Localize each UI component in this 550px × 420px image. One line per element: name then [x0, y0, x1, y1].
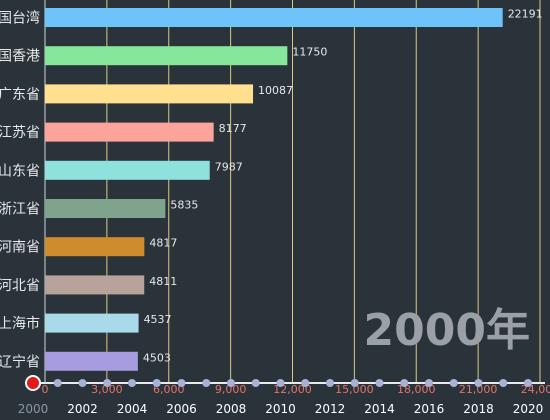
bar — [45, 122, 214, 142]
timeline-dot[interactable] — [276, 379, 285, 387]
value-label: 4811 — [149, 275, 177, 288]
bar — [45, 46, 288, 66]
timeline-year-label[interactable]: 2016 — [414, 402, 445, 416]
x-tick-label: 0 — [42, 383, 49, 396]
value-label: 10087 — [258, 84, 293, 97]
timeline-year-label[interactable]: 2010 — [265, 402, 296, 416]
bar — [45, 351, 138, 371]
category-label: 河南省 — [0, 240, 40, 256]
bar — [45, 237, 145, 257]
timeline-dot[interactable] — [251, 379, 260, 387]
timeline-dot[interactable] — [474, 379, 483, 387]
category-label: 河北省 — [0, 278, 40, 294]
timeline-dot[interactable] — [375, 379, 384, 387]
value-label: 7987 — [215, 160, 243, 173]
value-label: 11750 — [292, 46, 327, 59]
category-label: 国香港 — [0, 49, 40, 65]
x-tick-label: 18,000 — [397, 383, 436, 396]
bar — [45, 199, 166, 218]
value-label: 22191 — [508, 8, 543, 21]
timeline-dot[interactable] — [202, 379, 211, 387]
timeline-dot[interactable] — [177, 379, 186, 387]
timeline-dot[interactable] — [152, 379, 161, 387]
timeline-dot[interactable] — [499, 379, 508, 387]
timeline-dot[interactable] — [301, 379, 310, 387]
timeline-current-marker[interactable] — [25, 375, 41, 391]
timeline-year-label[interactable]: 2000 — [18, 402, 49, 416]
timeline-dot[interactable] — [400, 379, 409, 387]
timeline-year-label[interactable]: 2014 — [364, 402, 395, 416]
timeline-dot[interactable] — [326, 379, 334, 387]
year-overlay: 2000年 — [364, 305, 530, 356]
timeline-year-label[interactable]: 2008 — [216, 402, 247, 416]
timeline-dot[interactable] — [128, 379, 136, 387]
category-label: 浙江省 — [0, 202, 40, 218]
timeline-dot[interactable] — [449, 379, 458, 387]
category-label: 广东省 — [0, 87, 40, 103]
value-label: 8177 — [219, 122, 247, 135]
value-label: 4537 — [144, 313, 172, 326]
category-label: 上海市 — [0, 315, 40, 332]
x-tick-label: 21,000 — [459, 383, 498, 396]
bar — [45, 275, 145, 295]
timeline-year-label[interactable]: 2018 — [463, 402, 494, 416]
timeline-dot[interactable] — [53, 379, 62, 387]
timeline-year-label[interactable]: 2002 — [67, 402, 98, 416]
category-label: 江苏省 — [0, 125, 40, 141]
timeline-dot[interactable] — [78, 379, 87, 387]
timeline-dot[interactable] — [103, 379, 112, 387]
bar — [45, 160, 210, 180]
timeline-year-label[interactable]: 2006 — [166, 402, 197, 416]
x-tick-label: 15,000 — [335, 383, 374, 396]
value-label: 4817 — [149, 237, 177, 250]
bar — [45, 313, 139, 333]
timeline-dot[interactable] — [524, 379, 532, 387]
timeline-dot[interactable] — [227, 379, 235, 387]
value-label: 4503 — [143, 351, 171, 364]
value-label: 5835 — [170, 199, 198, 212]
bar — [45, 84, 254, 104]
x-tick-label: 9,000 — [215, 383, 247, 396]
x-tick-label: 12,000 — [273, 383, 312, 396]
timeline-year-label[interactable]: 2020 — [513, 402, 544, 416]
timeline-dot[interactable] — [425, 379, 433, 387]
category-label: 辽宁省 — [0, 353, 40, 370]
timeline-year-label[interactable]: 2004 — [117, 402, 148, 416]
category-label: 山东省 — [0, 163, 40, 179]
x-tick-label: 6,000 — [153, 383, 185, 396]
timeline-dot[interactable] — [350, 379, 359, 387]
bar — [45, 8, 503, 27]
timeline-year-label[interactable]: 2012 — [315, 402, 346, 416]
category-label: 国台湾 — [0, 10, 40, 27]
x-tick-label: 3,000 — [91, 383, 123, 396]
